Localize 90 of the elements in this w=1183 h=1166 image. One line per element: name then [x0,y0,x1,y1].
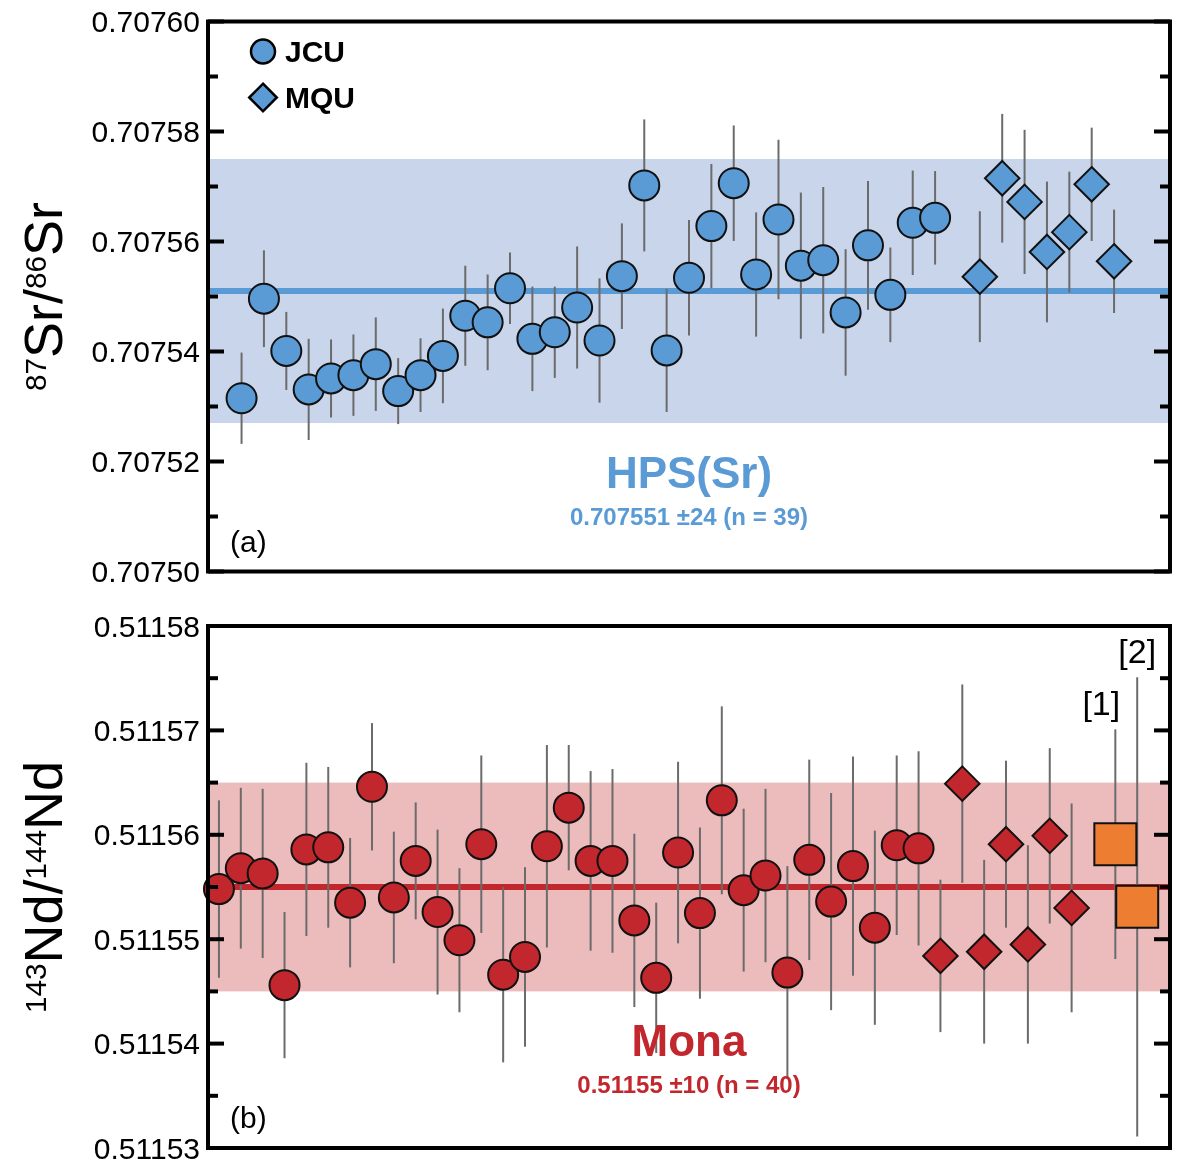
point [662,836,695,869]
point [1093,822,1138,867]
point [961,258,999,295]
point [471,306,504,339]
point [1095,243,1133,280]
y-tick-label: 0.51157 [93,713,200,747]
y-tick-label: 0.70758 [91,115,200,148]
point [983,160,1021,197]
point [1006,183,1043,221]
point [382,375,415,408]
point [605,260,638,293]
point [404,359,437,392]
legend-label: JCU [285,35,346,68]
point [465,828,498,861]
point [793,843,826,876]
point [919,201,952,234]
y-tick-label: 0.51153 [93,1131,200,1165]
annotation: 0.51155 ±10 (n = 40) [577,1071,801,1099]
point [312,831,345,864]
annotation: (b) [230,1101,267,1134]
y-tick-label: 0.51156 [93,818,200,852]
point [673,261,705,294]
point [421,896,454,929]
y-tick-label: 0.70760 [91,5,200,38]
point [443,924,476,957]
y-tick-label: 0.51155 [93,922,200,956]
annotation: [2] [1118,632,1157,671]
point [1115,884,1160,929]
point [628,169,661,202]
point [762,203,795,236]
point [247,282,280,315]
point [944,765,981,802]
point [359,348,392,381]
legend-label: MQU [285,81,355,114]
point [922,937,959,975]
point [1031,817,1068,855]
annotation: 0.707551 ±24 (n = 39) [570,503,808,530]
point [1073,166,1110,203]
point [727,874,760,907]
point [902,832,935,865]
point [695,210,728,243]
y-tick-label: 0.51154 [93,1027,200,1061]
point [640,961,673,994]
point [717,167,750,200]
point [377,881,410,914]
point [965,933,1003,970]
point [683,897,716,930]
point [858,911,891,944]
point [1053,889,1090,927]
point [426,339,459,372]
annotation: [1] [1082,684,1121,723]
point [1051,213,1088,251]
point [740,258,773,291]
point [246,857,279,890]
point [399,844,432,877]
point [270,334,303,367]
point [538,316,571,349]
point [355,770,388,803]
y-tick-label: 0.51158 [93,609,200,643]
point [268,969,301,1002]
point [829,296,862,329]
point [487,958,520,991]
point [334,886,367,919]
point [650,334,683,367]
point [530,830,563,863]
annotation: (a) [230,524,267,558]
point [851,229,884,262]
point [836,850,869,883]
point [1009,926,1047,963]
annotation: HPS(Sr) [605,448,773,497]
point [596,844,629,877]
point [874,278,907,311]
point [807,244,840,277]
point [618,904,651,937]
point [705,784,738,817]
point [583,324,616,357]
y-tick-label: 0.70752 [91,445,200,478]
point [552,791,585,824]
y-tick-label: 0.70754 [91,335,200,368]
point [987,825,1025,863]
point [1028,233,1066,271]
point [561,291,594,324]
point [749,859,782,892]
point [771,956,804,989]
point [494,272,527,305]
y-tick-label: 0.70750 [91,555,200,588]
point [815,885,848,918]
point [509,940,542,973]
y-tick-label: 0.70756 [91,225,200,258]
point [225,382,258,415]
